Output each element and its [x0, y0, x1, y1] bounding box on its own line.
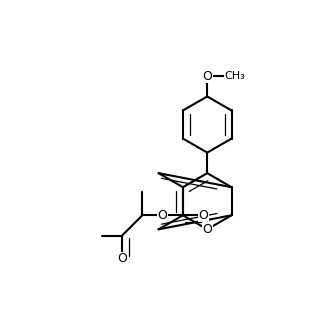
Text: O: O — [117, 252, 127, 266]
Text: O: O — [198, 209, 208, 222]
Text: CH₃: CH₃ — [225, 71, 245, 81]
Text: O: O — [158, 209, 168, 222]
Text: O: O — [202, 223, 212, 236]
Text: O: O — [202, 70, 212, 83]
